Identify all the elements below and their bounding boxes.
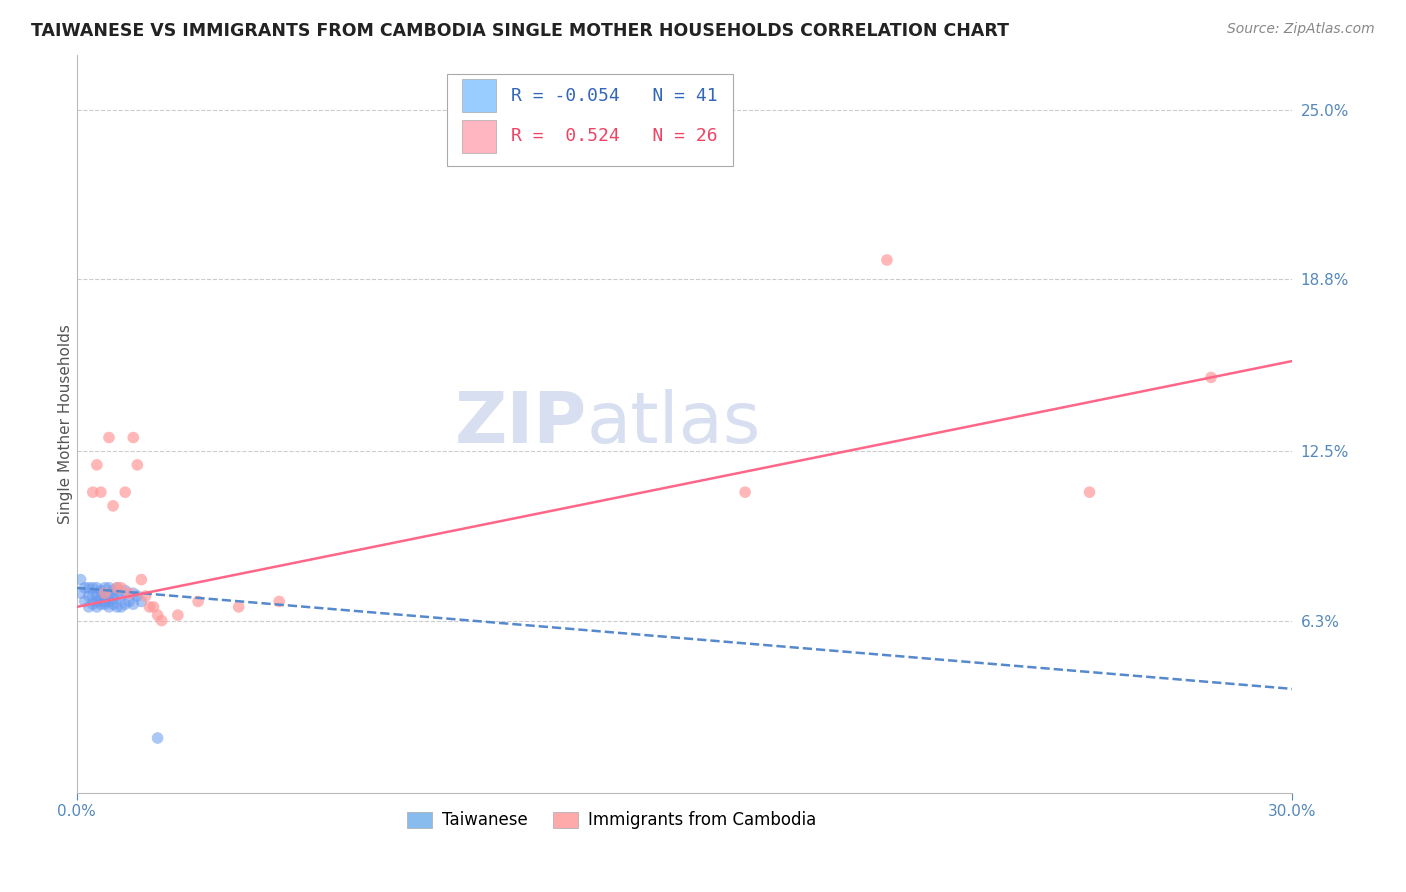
Point [142, 599, 165, 614]
Point [86, 581, 108, 595]
Point [98, 431, 121, 445]
Point [82, 589, 104, 603]
Point [105, 581, 128, 595]
Legend: Taiwanese, Immigrants from Cambodia: Taiwanese, Immigrants from Cambodia [401, 805, 823, 836]
Point [69, 573, 91, 587]
Point [269, 594, 291, 608]
Point [127, 458, 149, 472]
Point [118, 594, 141, 608]
Point [122, 586, 145, 600]
Point [110, 599, 132, 614]
Point [114, 583, 136, 598]
Text: R =  0.524   N = 26: R = 0.524 N = 26 [510, 128, 717, 145]
Point [110, 581, 132, 595]
Point [82, 581, 104, 595]
Point [94, 581, 117, 595]
Text: ZIP: ZIP [454, 390, 588, 458]
Point [90, 583, 112, 598]
Point [82, 597, 104, 611]
Point [94, 589, 117, 603]
FancyBboxPatch shape [463, 79, 496, 112]
Text: R = -0.054   N = 41: R = -0.054 N = 41 [510, 87, 717, 104]
Point [118, 586, 141, 600]
Point [734, 485, 756, 500]
Point [77, 581, 100, 595]
Point [228, 599, 250, 614]
Point [94, 586, 117, 600]
Point [94, 597, 117, 611]
Point [876, 252, 898, 267]
Point [86, 594, 108, 608]
Point [138, 599, 160, 614]
Point [101, 583, 124, 598]
Point [101, 591, 124, 606]
Point [77, 599, 100, 614]
Point [105, 599, 128, 614]
Point [1199, 370, 1222, 384]
Point [69, 586, 91, 600]
Point [98, 599, 121, 614]
Point [98, 581, 121, 595]
Point [101, 597, 124, 611]
Point [146, 608, 169, 623]
Point [73, 594, 96, 608]
Point [134, 589, 156, 603]
Point [146, 731, 169, 745]
Point [82, 485, 104, 500]
Point [114, 597, 136, 611]
Y-axis label: Single Mother Households: Single Mother Households [58, 324, 73, 524]
Point [122, 431, 145, 445]
Point [98, 594, 121, 608]
Point [94, 594, 117, 608]
Point [122, 597, 145, 611]
Point [105, 589, 128, 603]
Point [187, 594, 209, 608]
Point [131, 594, 153, 608]
Point [131, 573, 153, 587]
Point [127, 589, 149, 603]
Point [86, 599, 108, 614]
Point [110, 589, 132, 603]
Point [114, 485, 136, 500]
FancyBboxPatch shape [447, 73, 733, 166]
Point [73, 581, 96, 595]
Point [77, 589, 100, 603]
FancyBboxPatch shape [463, 120, 496, 153]
Point [105, 581, 128, 595]
Point [101, 499, 124, 513]
Point [150, 614, 173, 628]
Point [86, 458, 108, 472]
Point [90, 591, 112, 606]
Text: Source: ZipAtlas.com: Source: ZipAtlas.com [1227, 22, 1375, 37]
Point [98, 589, 121, 603]
Point [90, 485, 112, 500]
Point [86, 589, 108, 603]
Point [90, 597, 112, 611]
Text: TAIWANESE VS IMMIGRANTS FROM CAMBODIA SINGLE MOTHER HOUSEHOLDS CORRELATION CHART: TAIWANESE VS IMMIGRANTS FROM CAMBODIA SI… [31, 22, 1010, 40]
Point [166, 608, 188, 623]
Text: atlas: atlas [588, 390, 762, 458]
Point [1078, 485, 1101, 500]
